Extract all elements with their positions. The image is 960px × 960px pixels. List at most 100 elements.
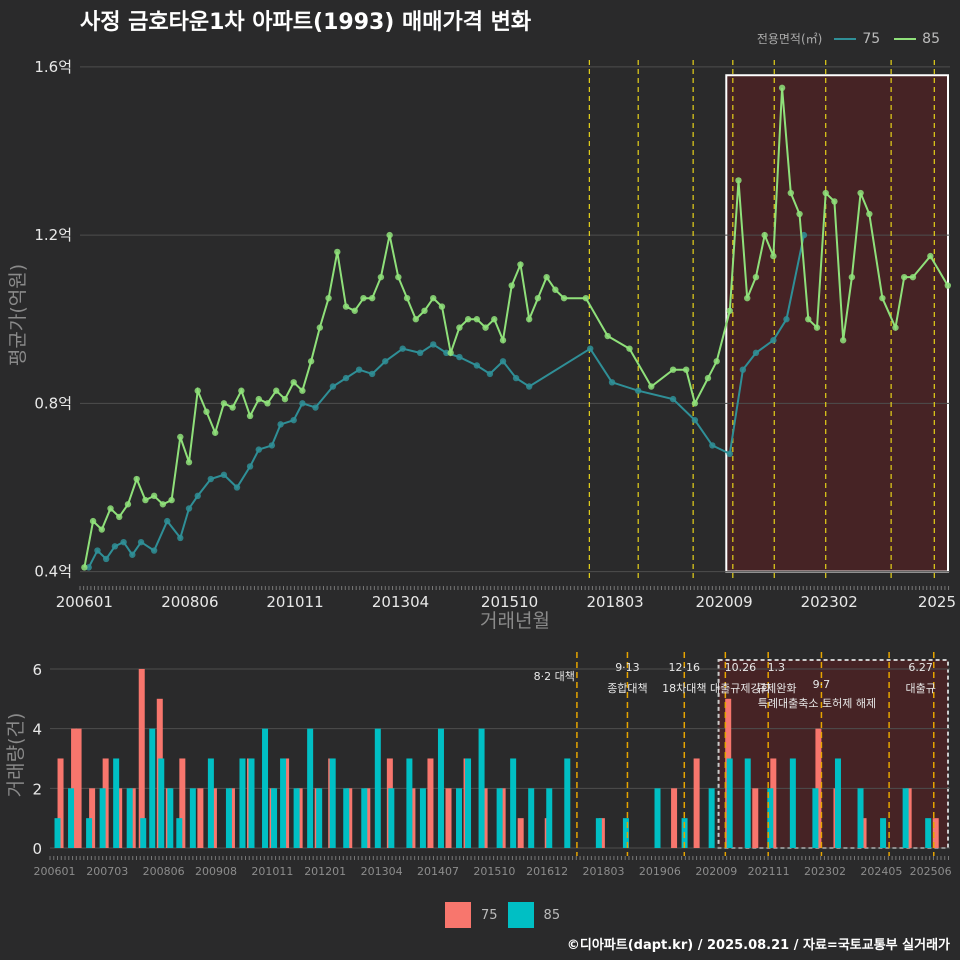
bar-85 xyxy=(857,788,864,848)
data-point-85 xyxy=(499,337,507,344)
data-point-85 xyxy=(927,252,934,260)
x-tick-label-bottom: 200908 xyxy=(195,865,237,878)
data-point-85 xyxy=(133,475,140,483)
data-point-85 xyxy=(168,496,175,504)
policy-label-date: 1.3 xyxy=(768,661,786,674)
data-point-85 xyxy=(482,324,489,331)
data-point-85 xyxy=(334,248,341,256)
data-point-85 xyxy=(177,433,184,441)
bar-75 xyxy=(932,818,939,848)
data-point-85 xyxy=(185,459,193,466)
bar-85 xyxy=(564,758,571,848)
data-point-85 xyxy=(787,189,795,197)
bar-75 xyxy=(296,788,303,848)
data-point-75 xyxy=(709,442,716,449)
data-point-85 xyxy=(879,294,886,302)
data-point-75 xyxy=(111,543,119,550)
x-tick-label-bottom: 201304 xyxy=(361,865,403,878)
bar-85 xyxy=(834,758,841,848)
policy-label-text: 특례대출축소 토허제 해제 xyxy=(758,696,876,710)
legend-label-bottom-85: 85 xyxy=(543,907,561,923)
chart-title: 사정 금호타운1차 아파트(1993) 매매가격 변화 xyxy=(80,10,532,35)
data-point-75 xyxy=(246,463,254,470)
credit-text: ©디아파트(dapt.kr) / 2025.08.21 / 자료=국토교통부 실… xyxy=(566,938,950,953)
legend-title: 전용면적(㎡) xyxy=(756,32,823,46)
x-tick-label-bottom: 200806 xyxy=(143,865,185,878)
data-point-85 xyxy=(892,324,899,331)
bar-85 xyxy=(812,788,819,848)
data-point-85 xyxy=(299,387,306,394)
series-line-85 xyxy=(83,87,949,568)
bar-85 xyxy=(207,758,214,848)
data-point-85 xyxy=(543,273,550,281)
bar-85 xyxy=(343,788,350,848)
bar-85 xyxy=(329,758,336,848)
bar-75 xyxy=(671,788,678,848)
bar-75 xyxy=(228,788,235,848)
data-point-75 xyxy=(634,387,642,394)
bar-85 xyxy=(86,818,93,848)
data-point-85 xyxy=(386,231,393,239)
bar-85 xyxy=(726,758,733,848)
data-point-75 xyxy=(669,395,677,403)
data-point-75 xyxy=(587,345,594,352)
data-point-85 xyxy=(682,366,690,373)
legend-swatch-bottom-85 xyxy=(507,902,534,928)
bar-75 xyxy=(197,788,204,848)
bar-75 xyxy=(598,818,605,848)
policy-label-date: 9·13 xyxy=(615,661,640,674)
data-point-85 xyxy=(752,273,760,281)
x-tick-label: 202302 xyxy=(801,593,858,611)
y-tick-label: 0.4억 xyxy=(34,563,72,581)
data-point-85 xyxy=(316,324,324,331)
x-tick-label-bottom: 202009 xyxy=(695,865,737,878)
data-point-85 xyxy=(351,307,358,314)
bar-85 xyxy=(419,788,426,848)
data-point-75 xyxy=(120,538,127,546)
data-point-85 xyxy=(246,412,254,420)
x-tick-label: 201803 xyxy=(586,593,643,611)
data-point-85 xyxy=(761,231,768,239)
data-point-75 xyxy=(329,383,337,390)
bar-75 xyxy=(860,818,867,848)
bar-75 xyxy=(905,788,912,848)
data-point-75 xyxy=(290,416,297,424)
data-point-85 xyxy=(839,337,847,344)
data-point-85 xyxy=(430,294,437,302)
highlight-region xyxy=(725,74,949,573)
bar-75 xyxy=(517,818,524,848)
x-tick-label: 201510 xyxy=(481,593,538,611)
data-point-85 xyxy=(159,501,167,508)
data-point-85 xyxy=(464,316,472,323)
bar-75 xyxy=(179,758,186,848)
data-point-75 xyxy=(726,450,733,458)
data-point-75 xyxy=(207,475,215,483)
data-point-85 xyxy=(98,526,106,533)
legend-label-85: 85 xyxy=(922,30,940,47)
policy-label-text: 8·2 대책 xyxy=(534,670,575,683)
bar-75 xyxy=(89,788,96,848)
bar-85 xyxy=(176,818,183,848)
data-point-85 xyxy=(726,307,733,314)
data-point-75 xyxy=(691,416,699,424)
data-point-85 xyxy=(116,513,123,521)
bar-85 xyxy=(293,788,300,848)
bar-85 xyxy=(388,788,395,848)
x-tick-label-bottom: 201803 xyxy=(583,865,625,878)
bar-75 xyxy=(427,758,434,848)
data-point-85 xyxy=(944,282,952,289)
bar-85 xyxy=(189,788,196,848)
data-point-85 xyxy=(203,408,210,415)
x-tick-label: 201011 xyxy=(266,593,323,611)
x-tick-label-bottom: 201011 xyxy=(251,865,293,878)
data-point-85 xyxy=(473,316,481,323)
policy-label-text: 9·7 xyxy=(813,678,831,691)
x-tick-label-bottom: 202111 xyxy=(748,865,790,878)
x-tick-label-bottom: 201407 xyxy=(417,865,459,878)
data-point-85 xyxy=(848,273,856,281)
legend-label-bottom-75: 75 xyxy=(481,907,498,923)
data-point-85 xyxy=(281,395,289,403)
bar-85 xyxy=(406,758,413,848)
data-point-75 xyxy=(416,349,424,357)
